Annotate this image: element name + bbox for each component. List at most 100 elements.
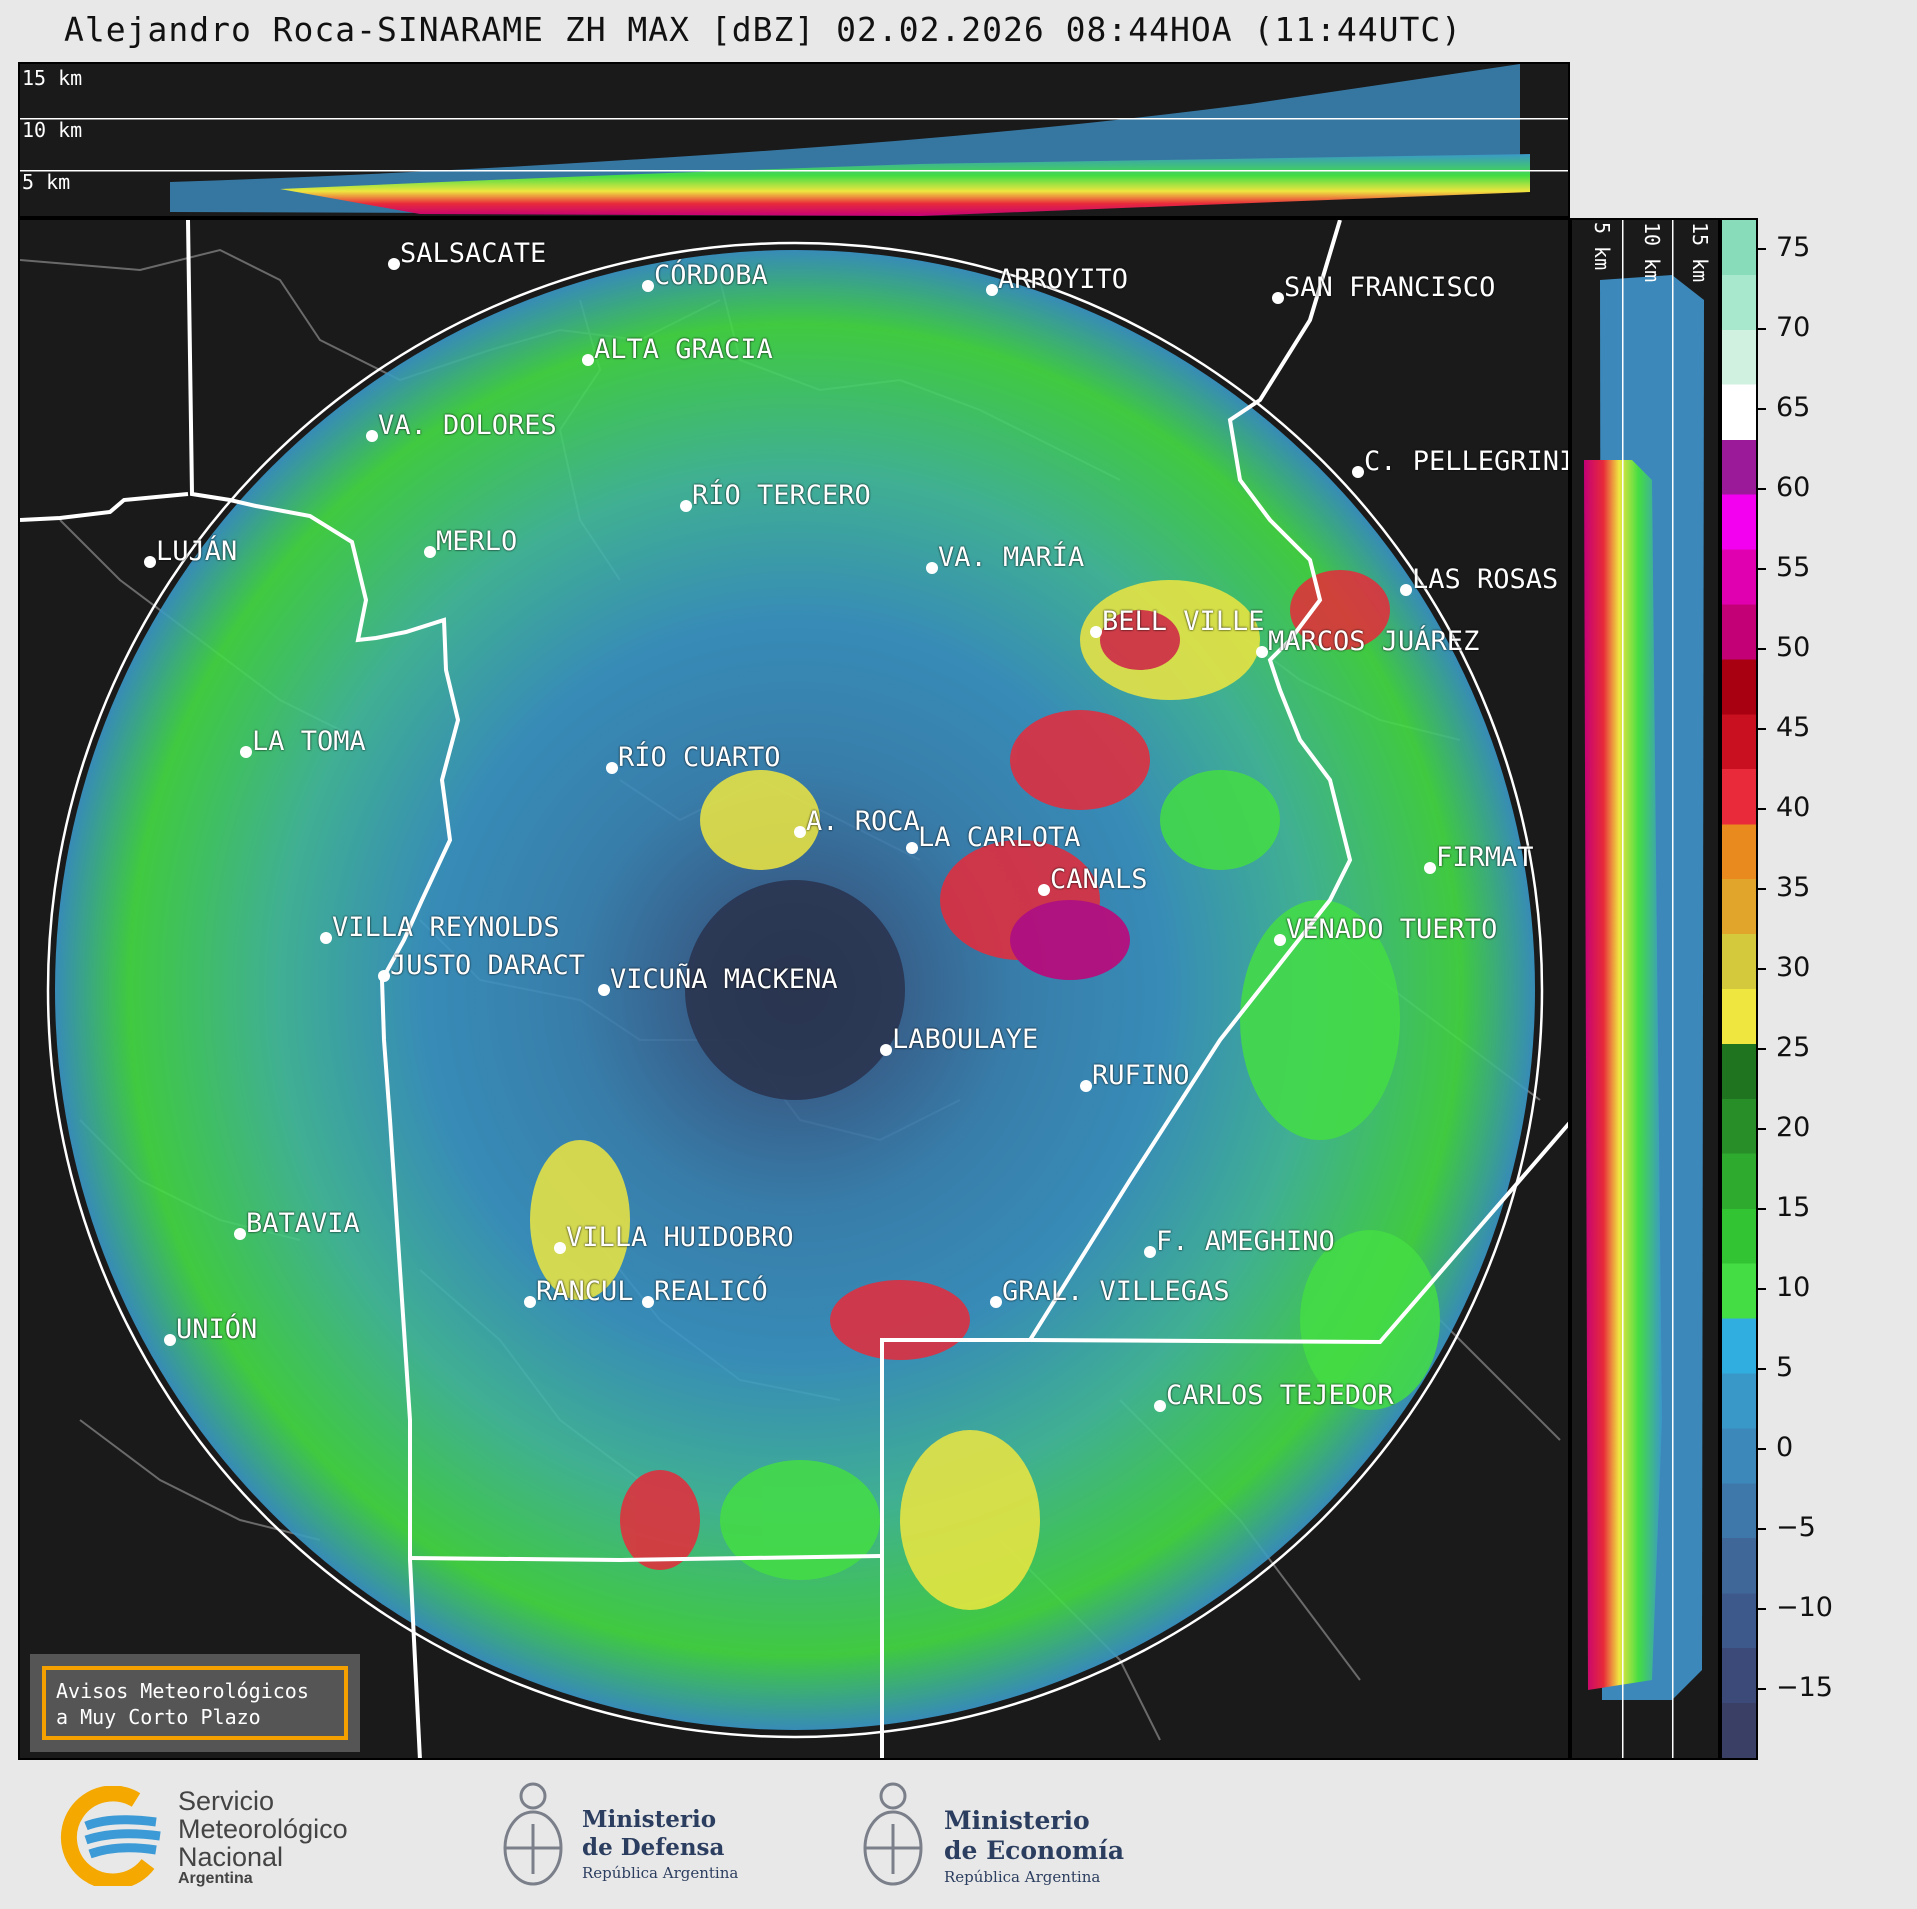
colorbar-tick-label: 65 <box>1758 392 1810 423</box>
city-label: A. ROCA <box>806 806 920 837</box>
city-label: BATAVIA <box>246 1208 360 1239</box>
city-marker <box>554 1242 566 1254</box>
colorbar-tick-label: 20 <box>1758 1112 1810 1143</box>
city-marker <box>1400 584 1412 596</box>
economia-logo: Ministerio de Economía República Argenti… <box>856 1774 1136 1898</box>
colorbar-tick-label: −10 <box>1758 1592 1833 1623</box>
coat-of-arms-icon <box>863 1782 923 1886</box>
economia-line: Ministerio <box>944 1806 1090 1835</box>
city-marker <box>642 1296 654 1308</box>
colorbar-tick-label: 60 <box>1758 472 1810 503</box>
city-marker <box>1272 292 1284 304</box>
city-label: VILLA HUIDOBRO <box>566 1222 794 1253</box>
city-label: VENADO TUERTO <box>1286 914 1498 945</box>
defensa-line: Ministerio <box>582 1806 717 1833</box>
colorbar-tick-label: 45 <box>1758 712 1810 743</box>
smn-line: Meteorológico <box>178 1814 348 1844</box>
smn-line: Servicio <box>178 1786 275 1816</box>
colorbar-tick-label: 15 <box>1758 1192 1810 1223</box>
strong-echo-patches <box>530 570 1440 1610</box>
city-marker <box>240 746 252 758</box>
city-label: LUJÁN <box>156 536 238 567</box>
city-marker <box>582 354 594 366</box>
city-label: CARLOS TEJEDOR <box>1166 1380 1394 1411</box>
defensa-logo: Ministerio de Defensa República Argentin… <box>496 1774 756 1898</box>
city-marker <box>164 1334 176 1346</box>
city-marker <box>880 1044 892 1056</box>
colorbar-tick-label: 55 <box>1758 552 1810 583</box>
city-label: VA. MARÍA <box>938 542 1085 573</box>
city-marker <box>642 280 654 292</box>
city-label: RÍO TERCERO <box>692 480 871 511</box>
city-marker <box>1038 884 1050 896</box>
city-label: CANALS <box>1050 864 1148 895</box>
defensa-line: República Argentina <box>582 1864 739 1882</box>
city-marker <box>1352 466 1364 478</box>
product-title: Alejandro Roca-SINARAME ZH MAX [dBZ] 02.… <box>64 10 1463 49</box>
colorbar-tick-label: 5 <box>1758 1352 1793 1383</box>
city-marker <box>926 562 938 574</box>
colorbar-tick-label: 70 <box>1758 312 1810 343</box>
km-label: 10 km <box>22 118 83 142</box>
city-marker <box>1090 626 1102 638</box>
colorbar-tick-label: 0 <box>1758 1432 1793 1463</box>
city-label: LAS ROSAS <box>1412 564 1559 595</box>
city-label: LA CARLOTA <box>918 822 1081 853</box>
city-label: MERLO <box>436 526 518 557</box>
city-label: F. AMEGHINO <box>1156 1226 1335 1257</box>
city-marker <box>1080 1080 1092 1092</box>
economia-line: República Argentina <box>944 1868 1101 1886</box>
city-label: REALICÓ <box>654 1276 768 1307</box>
km-label: 15 km <box>1688 222 1712 283</box>
city-label: UNIÓN <box>176 1314 258 1345</box>
defensa-line: de Defensa <box>582 1834 725 1861</box>
colorbar-tick-label: 25 <box>1758 1032 1810 1063</box>
top-cross-section-panel: 15 km 10 km 5 km <box>18 62 1570 218</box>
city-label: LA TOMA <box>252 726 366 757</box>
city-label: RANCUL <box>536 1276 634 1307</box>
city-marker <box>1144 1246 1156 1258</box>
province-boundaries <box>20 220 1568 1758</box>
km-label: 5 km <box>22 170 71 194</box>
smn-logo-icon <box>60 1786 161 1886</box>
city-marker <box>388 258 400 270</box>
km-label: 10 km <box>1640 222 1664 283</box>
smn-line: Argentina <box>178 1870 253 1887</box>
warning-line: Avisos Meteorológicos <box>56 1679 309 1703</box>
colorbar-tick-label: 40 <box>1758 792 1810 823</box>
colorbar-tick-label: 50 <box>1758 632 1810 663</box>
smn-logo: Servicio Meteorológico Nacional Argentin… <box>56 1786 386 1887</box>
city-marker <box>680 500 692 512</box>
city-marker <box>990 1296 1002 1308</box>
side-cross-section-image <box>1584 220 1704 1758</box>
city-marker <box>1274 934 1286 946</box>
city-marker <box>986 284 998 296</box>
city-label: SALSACATE <box>400 238 547 269</box>
city-marker <box>606 762 618 774</box>
city-marker <box>378 970 390 982</box>
city-label: C. PELLEGRINI <box>1364 446 1570 477</box>
colorbar-tick-label: 10 <box>1758 1272 1810 1303</box>
radar-map-panel: SALSACATE CÓRDOBA ARROYITO SAN FRANCISCO ALT… <box>18 218 1570 1760</box>
colorbar <box>1720 218 1758 1760</box>
city-label: RUFINO <box>1092 1060 1190 1091</box>
city-label: JUSTO DARACT <box>390 950 586 981</box>
warning-box: Avisos Meteorológicos a Muy Corto Plazo <box>30 1654 360 1752</box>
top-cross-section-image <box>20 64 1568 216</box>
city-marker <box>1154 1400 1166 1412</box>
economia-line: de Economía <box>944 1836 1125 1865</box>
colorbar-tick-label: −15 <box>1758 1672 1833 1703</box>
range-ring <box>46 241 1544 1739</box>
city-label: VA. DOLORES <box>378 410 557 441</box>
city-marker <box>320 932 332 944</box>
km-label: 15 km <box>22 66 83 90</box>
city-label: SAN FRANCISCO <box>1284 272 1496 303</box>
city-marker <box>424 546 436 558</box>
city-label: MARCOS JUÁREZ <box>1268 626 1480 657</box>
km-label: 5 km <box>1590 222 1614 271</box>
city-label: ALTA GRACIA <box>594 334 773 365</box>
city-label: VICUÑA MACKENA <box>610 964 838 995</box>
radar-map-image <box>20 220 1568 1758</box>
city-marker <box>598 984 610 996</box>
city-marker <box>366 430 378 442</box>
